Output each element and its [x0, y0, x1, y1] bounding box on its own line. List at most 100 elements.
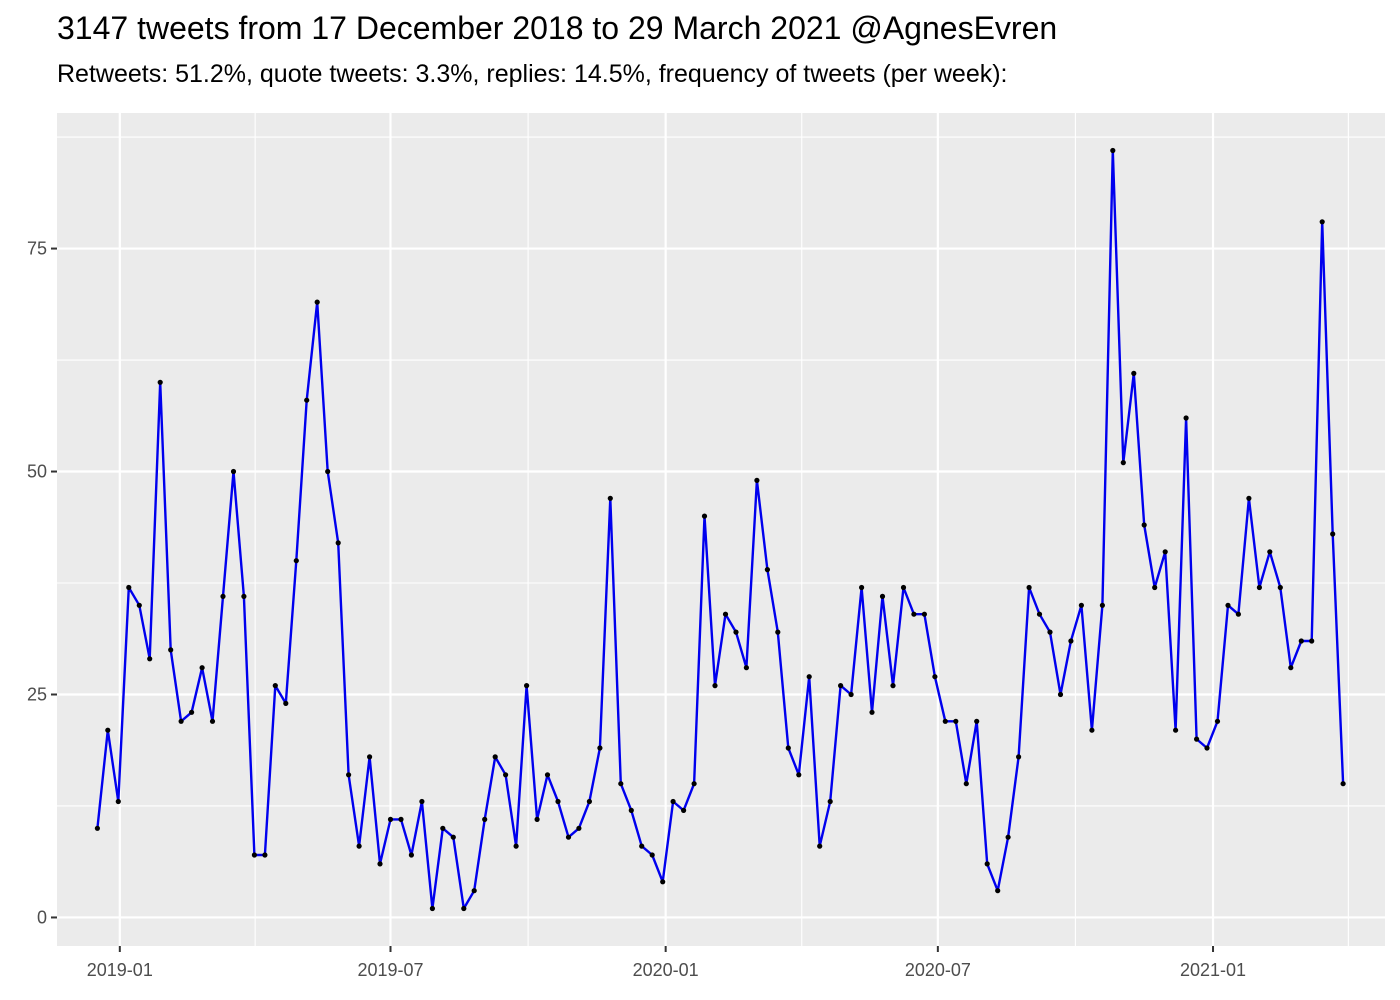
y-tick-label: 25 — [27, 684, 47, 704]
data-point — [796, 772, 802, 778]
data-point — [660, 879, 666, 885]
data-point — [1141, 522, 1147, 528]
data-point — [387, 816, 394, 823]
data-point — [1214, 718, 1221, 724]
data-point — [283, 700, 289, 707]
data-point — [1152, 584, 1158, 591]
data-point — [461, 905, 467, 912]
data-point — [754, 477, 760, 483]
data-point — [911, 611, 917, 617]
data-point — [764, 567, 771, 573]
data-point — [398, 816, 404, 823]
chart-title: 3147 tweets from 17 December 2018 to 29 … — [57, 10, 1058, 46]
data-point — [492, 754, 498, 760]
data-point — [115, 798, 121, 805]
data-point — [1330, 531, 1336, 537]
data-point — [230, 468, 237, 475]
x-tick-label: 2021-01 — [1180, 960, 1246, 980]
data-point — [105, 727, 111, 733]
data-point — [701, 513, 708, 519]
data-point — [1131, 370, 1137, 376]
data-point — [440, 825, 446, 831]
data-point — [1047, 629, 1053, 635]
y-tick-label: 50 — [27, 462, 47, 482]
data-point — [1256, 584, 1262, 591]
data-point — [953, 718, 959, 724]
x-tick-label: 2020-07 — [905, 960, 971, 980]
data-point — [513, 843, 519, 849]
data-point — [1110, 147, 1116, 154]
data-point — [995, 888, 1001, 894]
data-point — [209, 718, 216, 724]
data-point — [597, 745, 603, 751]
data-point — [775, 629, 781, 635]
data-point — [817, 843, 823, 849]
data-point — [733, 629, 739, 635]
data-point — [1120, 460, 1126, 466]
data-point — [1246, 495, 1252, 501]
data-point — [1267, 549, 1273, 555]
data-point — [670, 798, 676, 805]
data-point — [189, 709, 195, 715]
x-tick-label: 2020-01 — [633, 960, 699, 980]
data-point — [408, 852, 414, 858]
data-point — [1298, 638, 1304, 644]
data-point — [356, 843, 362, 849]
chart-subtitle: Retweets: 51.2%, quote tweets: 3.3%, rep… — [57, 60, 1008, 88]
data-point — [827, 798, 833, 805]
data-point — [722, 611, 729, 617]
data-point — [241, 593, 247, 600]
data-point — [1005, 834, 1011, 840]
data-point — [1340, 781, 1346, 787]
data-point — [94, 825, 100, 831]
y-tick-label: 75 — [27, 239, 47, 259]
data-point — [785, 745, 791, 751]
data-point — [147, 656, 153, 662]
data-point — [314, 299, 320, 305]
data-point — [890, 683, 896, 689]
data-point — [1162, 549, 1168, 555]
data-point — [346, 772, 352, 778]
data-point — [1173, 727, 1179, 733]
data-point — [126, 584, 132, 591]
data-point — [628, 807, 634, 814]
data-point — [932, 674, 938, 680]
data-point — [859, 584, 865, 591]
data-point — [272, 683, 278, 689]
data-point — [921, 611, 928, 617]
data-point — [293, 558, 299, 564]
data-point — [1026, 584, 1032, 591]
data-point — [524, 683, 530, 689]
data-point — [534, 816, 540, 823]
data-point — [429, 905, 435, 912]
plot-panel — [57, 113, 1385, 946]
x-tick-label: 2019-01 — [87, 960, 153, 980]
data-point — [1016, 754, 1022, 760]
series-line — [96, 149, 1345, 910]
data-point — [1277, 584, 1283, 591]
data-point — [691, 781, 697, 787]
data-point — [450, 834, 456, 840]
data-point — [1309, 638, 1315, 644]
data-point — [157, 379, 163, 385]
data-point — [1194, 736, 1200, 742]
x-tick-label: 2019-07 — [357, 960, 423, 980]
data-point — [1288, 665, 1294, 671]
data-point — [503, 772, 509, 778]
data-point — [1319, 219, 1325, 225]
data-point — [178, 718, 184, 724]
data-point — [419, 798, 425, 805]
data-point — [565, 834, 572, 840]
data-point — [199, 665, 205, 671]
data-point — [586, 798, 593, 805]
data-point — [367, 754, 373, 760]
data-point — [838, 683, 844, 689]
data-point — [482, 816, 488, 823]
data-point — [1225, 602, 1231, 608]
data-point — [325, 468, 331, 475]
data-point — [377, 861, 383, 867]
data-point — [963, 781, 969, 787]
data-point — [335, 540, 341, 546]
data-point — [1089, 727, 1095, 733]
